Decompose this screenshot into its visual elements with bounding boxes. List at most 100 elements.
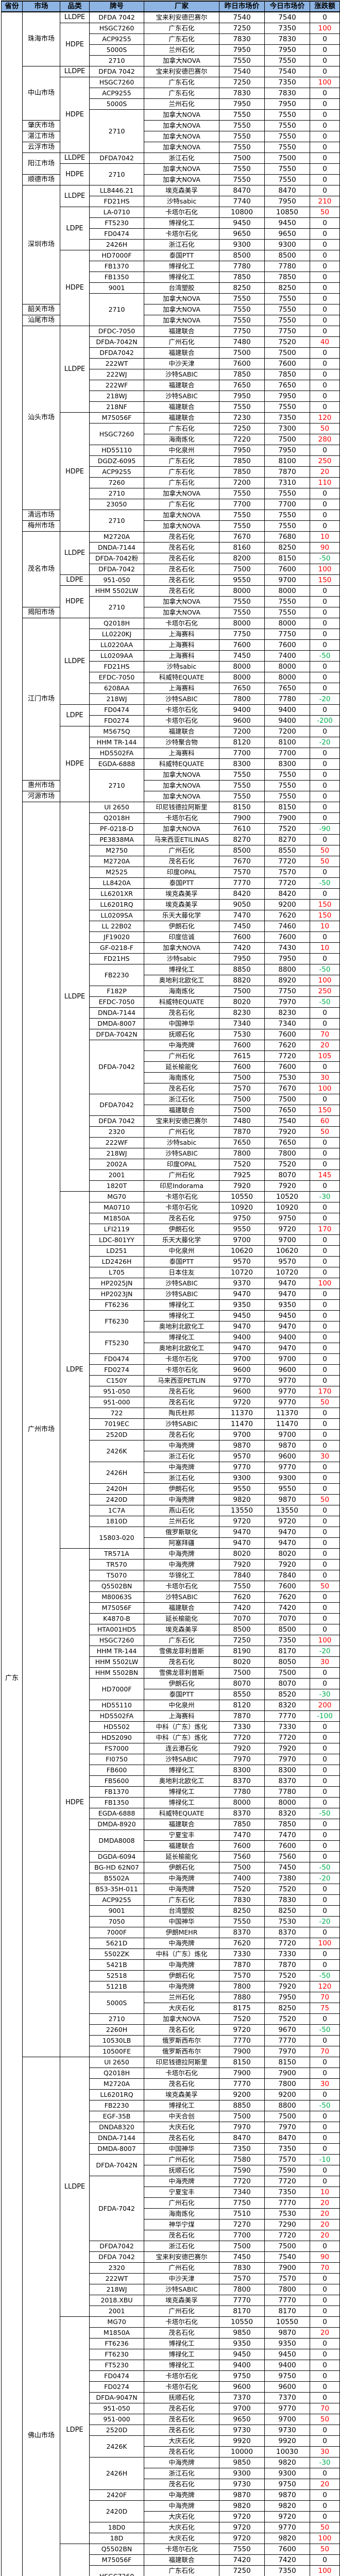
grade-cell: DFDA7042 bbox=[89, 2241, 144, 2252]
today-price-cell: 8100 bbox=[264, 455, 310, 467]
yesterday-price-cell: 8370 bbox=[219, 1775, 265, 1787]
manufacturer-cell: 广州石化 bbox=[144, 1050, 219, 1062]
today-price-cell: 9870 bbox=[264, 1494, 310, 1505]
table-row: HP2025JN 沙特SABIC 9370 9470 100 bbox=[2, 1278, 340, 1289]
change-cell: 90 bbox=[310, 542, 340, 553]
manufacturer-cell: 海南炼化 bbox=[144, 2208, 219, 2219]
manufacturer-cell: 泰国PTT bbox=[144, 877, 219, 889]
change-cell: 0 bbox=[310, 1667, 340, 1679]
grade-cell: 2320 bbox=[89, 1126, 144, 1138]
table-row: HHM TR-144 雪佛龙菲利普斯 8190 8170 -20 bbox=[2, 1646, 340, 1657]
today-price-cell: 7350 bbox=[264, 23, 310, 34]
grade-cell: DFDA-7042N bbox=[89, 2154, 144, 2176]
manufacturer-cell: 卡塔尔石化 bbox=[144, 618, 219, 629]
yesterday-price-cell: 7370 bbox=[219, 2392, 265, 2403]
table-row: HD55110 中化泉州 7950 7950 0 bbox=[2, 445, 340, 456]
yesterday-price-cell: 7850 bbox=[219, 1819, 265, 1830]
today-price-cell: 7600 bbox=[264, 1840, 310, 1852]
yesterday-price-cell: 7470 bbox=[219, 1829, 265, 1841]
yesterday-price-cell: 7870 bbox=[219, 1126, 265, 1138]
change-cell: 20 bbox=[310, 466, 340, 478]
category-cell: LLDPE bbox=[60, 618, 90, 705]
yesterday-price-cell: 7850 bbox=[219, 466, 265, 478]
manufacturer-cell: 沙特sabic bbox=[144, 1137, 219, 1148]
grade-cell: 15803-020 bbox=[89, 1527, 144, 1549]
change-cell: 170 bbox=[310, 1386, 340, 1397]
manufacturer-cell: 博禄化工 bbox=[144, 1786, 219, 1798]
today-price-cell: 9600 bbox=[264, 1364, 310, 1376]
province-cell: 广东 bbox=[1, 11, 23, 2576]
manufacturer-cell: 印尼Indorama bbox=[144, 1180, 219, 1192]
today-price-cell: 9200 bbox=[264, 899, 310, 910]
table-row: FT5230 博禄化工 9450 9450 0 bbox=[2, 217, 340, 229]
market-cell: 珠海市场 bbox=[22, 11, 60, 66]
grade-cell: 6208AA bbox=[89, 683, 144, 694]
today-price-cell: 7550 bbox=[264, 520, 310, 532]
manufacturer-cell: 博禄化工 bbox=[144, 1310, 219, 1321]
yesterday-price-cell: 7480 bbox=[219, 336, 265, 348]
table-row: 肇庆市场 加拿大NOVA 7550 7550 0 bbox=[2, 120, 340, 131]
change-cell: 0 bbox=[310, 1289, 340, 1300]
category-cell: LLDPE bbox=[60, 66, 90, 77]
grade-cell: LL6201RQ bbox=[89, 2089, 144, 2100]
today-price-cell: 7540 bbox=[264, 66, 310, 77]
grade-cell: 222WT bbox=[89, 358, 144, 369]
grade-cell: BG-HD 62N07 bbox=[89, 1862, 144, 1873]
change-cell: 0 bbox=[310, 834, 340, 845]
grade-cell: 722 bbox=[89, 1408, 144, 1419]
change-cell: 0 bbox=[310, 607, 340, 618]
yesterday-price-cell: 11470 bbox=[219, 1418, 265, 1430]
change-cell: 0 bbox=[310, 1527, 340, 1538]
manufacturer-cell: 抚顺石化 bbox=[144, 1029, 219, 1040]
today-price-cell: 8000 bbox=[264, 661, 310, 672]
yesterday-price-cell: 8470 bbox=[219, 2132, 265, 2144]
manufacturer-cell: 连云港石化 bbox=[144, 1743, 219, 1754]
category-cell: HDPE bbox=[60, 23, 90, 66]
yesterday-price-cell: 7500 bbox=[219, 1105, 265, 1116]
manufacturer-cell: 上海赛科 bbox=[144, 748, 219, 759]
manufacturer-cell: 兰州石化 bbox=[144, 1516, 219, 1527]
today-price-cell: 9720 bbox=[264, 1516, 310, 1527]
grade-cell: DFDA-7042 bbox=[89, 2176, 144, 2241]
change-cell: 100 bbox=[310, 975, 340, 986]
change-cell: 30 bbox=[310, 1451, 340, 1462]
today-price-cell: 9750 bbox=[264, 1213, 310, 1224]
grade-cell: 2710 bbox=[89, 163, 144, 185]
manufacturer-cell: 加拿大NOVA bbox=[144, 315, 219, 326]
yesterday-price-cell: 9750 bbox=[219, 1213, 265, 1224]
today-price-cell: 7350 bbox=[264, 2565, 310, 2576]
grade-cell: M2720A bbox=[89, 531, 144, 543]
today-price-cell: 9470 bbox=[264, 1527, 310, 1538]
yesterday-price-cell: 9770 bbox=[219, 1462, 265, 1473]
category-cell: HDPE bbox=[60, 726, 90, 802]
today-price-cell: 9770 bbox=[264, 1397, 310, 1408]
today-price-cell: 7650 bbox=[264, 380, 310, 391]
today-price-cell: 9570 bbox=[264, 1256, 310, 1267]
yesterday-price-cell: 7615 bbox=[219, 1050, 265, 1062]
today-price-cell: 7300 bbox=[264, 423, 310, 434]
yesterday-price-cell: 9700 bbox=[219, 2403, 265, 2414]
manufacturer-cell: 卡塔尔石化 bbox=[144, 2067, 219, 2079]
change-cell: 0 bbox=[310, 867, 340, 878]
change-cell: 0 bbox=[310, 11, 340, 23]
yesterday-price-cell: 9370 bbox=[219, 1278, 265, 1289]
yesterday-price-cell: 7220 bbox=[219, 434, 265, 445]
change-cell: 0 bbox=[310, 1624, 340, 1635]
change-cell: -50 bbox=[310, 1862, 340, 1873]
table-row: 218WJ 沙特SABIC 7800 7800 0 bbox=[2, 2284, 340, 2295]
yesterday-price-cell: 8020 bbox=[219, 996, 265, 1008]
table-row: M1850A 茂名石化 9750 9750 0 bbox=[2, 1213, 340, 1224]
today-price-cell: 8270 bbox=[264, 834, 310, 845]
yesterday-price-cell: 7470 bbox=[219, 910, 265, 921]
yesterday-price-cell: 9870 bbox=[219, 2489, 265, 2501]
table-row: 2710 加拿大NOVA 7550 7550 0 bbox=[2, 596, 340, 618]
today-price-cell: 7500 bbox=[264, 2111, 310, 2122]
yesterday-price-cell: 7500 bbox=[219, 2241, 265, 2252]
change-cell: 50 bbox=[310, 2414, 340, 2425]
manufacturer-cell: 加拿大NOVA bbox=[144, 304, 219, 315]
manufacturer-cell: 中国神华 bbox=[144, 2143, 219, 2155]
today-price-cell: 10720 bbox=[264, 1267, 310, 1278]
yesterday-price-cell: 7620 bbox=[219, 1938, 265, 1949]
manufacturer-cell: 加拿大NOVA bbox=[144, 55, 219, 66]
yesterday-price-cell: 7650 bbox=[219, 1137, 265, 1148]
